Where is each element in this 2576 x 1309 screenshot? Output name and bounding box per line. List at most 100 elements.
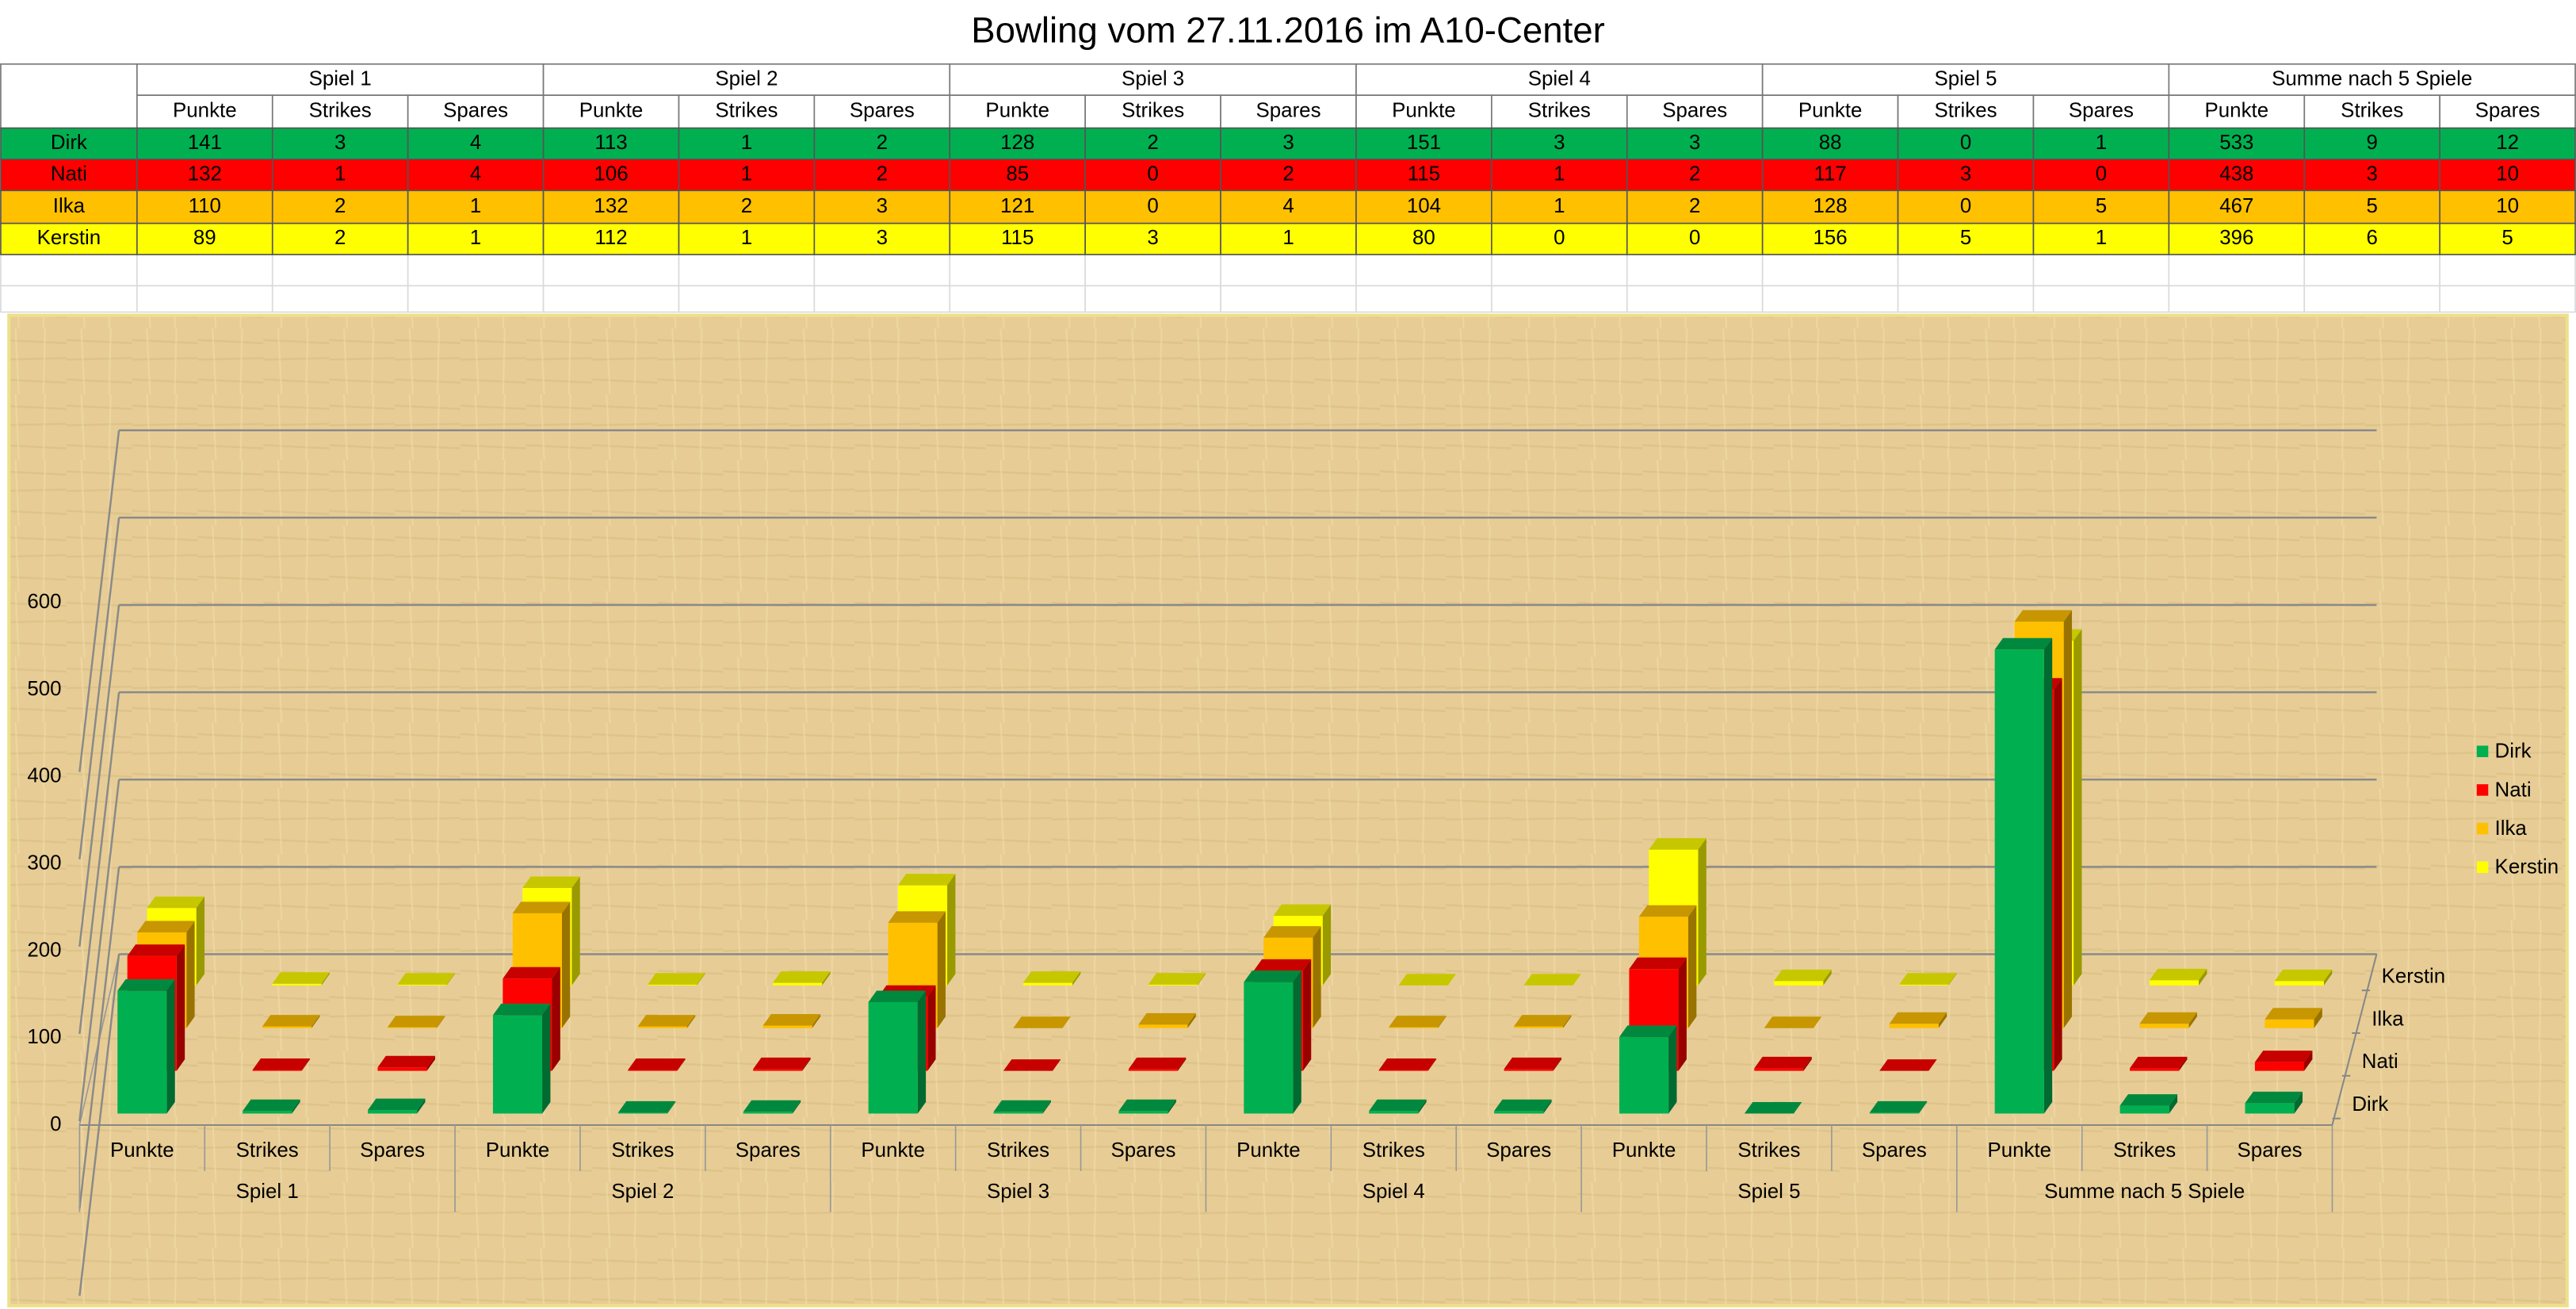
bar [1774, 981, 1824, 986]
x-tick-label: Spares [1486, 1139, 1551, 1162]
cell [1220, 189, 1357, 224]
cell-value: 2 [877, 163, 888, 185]
group-label: Spiel 3 [987, 1181, 1049, 1203]
cell-value: 4 [1282, 195, 1294, 217]
bar-top [1649, 838, 1707, 850]
cell [136, 189, 273, 224]
empty-cell [1084, 254, 1221, 287]
legend-label: Dirk [2495, 741, 2532, 763]
cell [2303, 222, 2440, 255]
bar-top [753, 1057, 811, 1070]
cell-value: 115 [1001, 227, 1034, 249]
bar-top [137, 921, 195, 933]
sub-header: Punkte [2205, 100, 2269, 122]
bar-top [243, 1099, 300, 1112]
bar-side [2188, 1012, 2197, 1028]
row-name: Kerstin [37, 227, 101, 249]
cell-value: 156 [1814, 227, 1848, 249]
empty-cell [2032, 285, 2170, 313]
bar [368, 1110, 418, 1114]
group-cell [2168, 63, 2576, 96]
bar-top [1889, 1012, 1947, 1024]
legend-label: Kerstin [2495, 856, 2559, 878]
cell [1355, 189, 1492, 224]
bar-side [822, 971, 831, 986]
x-tick-label: Punkte [1987, 1139, 2051, 1162]
cell [678, 159, 816, 192]
cell [2032, 127, 2170, 160]
cell-value: 112 [594, 227, 627, 249]
bar-side [2199, 968, 2207, 986]
legend-label: Nati [2495, 779, 2532, 801]
bar [1148, 984, 1198, 986]
bar-side [2323, 969, 2333, 986]
sub-header: Strikes [1122, 100, 1184, 122]
bar-side [196, 896, 205, 986]
bar-side [2063, 610, 2073, 1028]
bar-side [2294, 1091, 2303, 1114]
sub-header: Spares [1662, 100, 1727, 122]
x-tick-label: Strikes [1737, 1139, 1800, 1162]
row-name: Ilka [53, 195, 86, 217]
title: Bowling vom 27.11.2016 im A10-Center [971, 10, 1604, 50]
cell-value: 1 [741, 163, 752, 185]
bar-top [2274, 969, 2333, 982]
bar [1899, 984, 1949, 986]
bar-side [1918, 1100, 1928, 1114]
bar [1118, 1111, 1168, 1114]
sub-header: Spares [850, 100, 915, 122]
grid-line-side [78, 692, 120, 1035]
legend-swatch [2476, 784, 2489, 796]
sub-header: Strikes [1528, 100, 1591, 122]
cell-value: 2 [741, 195, 752, 217]
cell-value: 1 [2096, 132, 2107, 154]
bar [1378, 1070, 1428, 1071]
cell-value: 132 [594, 195, 628, 217]
empty-cell [1084, 285, 1221, 313]
bar [2139, 1024, 2189, 1028]
bar-top [147, 896, 205, 909]
group-label: Spiel 1 [236, 1181, 299, 1203]
cell-value: 2 [877, 132, 888, 154]
empty-cell [1761, 254, 1899, 287]
bar-side [1668, 1025, 1677, 1114]
group-header: Spiel 1 [309, 67, 372, 90]
sub-header: Strikes [715, 100, 778, 122]
cell [949, 189, 1086, 224]
bar [762, 1025, 812, 1028]
bar-side [571, 876, 580, 986]
empty-cell [678, 254, 816, 287]
sub-header: Punkte [579, 100, 644, 122]
empty-cell [1491, 254, 1628, 287]
bar-side [1543, 1099, 1552, 1114]
bar-top [1774, 969, 1832, 982]
bar-top [762, 1013, 821, 1026]
bar [243, 1111, 292, 1114]
cell-value: 5 [1960, 227, 1971, 249]
empty-cell [407, 254, 545, 287]
empty-cell [2168, 254, 2306, 287]
bar-side [311, 1015, 320, 1028]
y-tick-label: 300 [27, 852, 61, 874]
cell-value: 2 [1147, 132, 1158, 154]
bar-top [1629, 957, 1687, 970]
empty-cell [949, 285, 1086, 313]
bar-side [917, 990, 927, 1114]
bar-top [1118, 1099, 1176, 1112]
cell-value: 0 [1960, 132, 1971, 154]
bar-side [2179, 1056, 2188, 1071]
bar-top [1638, 905, 1697, 917]
bar [1994, 649, 2044, 1114]
cell-value: 3 [334, 132, 346, 154]
sub-cell [271, 94, 409, 129]
bar [272, 983, 322, 986]
bar-top [397, 973, 455, 985]
bar-top [1013, 1016, 1071, 1028]
bar [252, 1070, 302, 1071]
bar-top [868, 990, 927, 1002]
bar-side [321, 972, 330, 986]
bar-top [503, 966, 560, 979]
bar-side [677, 1058, 686, 1071]
bar-top [368, 1098, 426, 1111]
bar [397, 984, 447, 986]
